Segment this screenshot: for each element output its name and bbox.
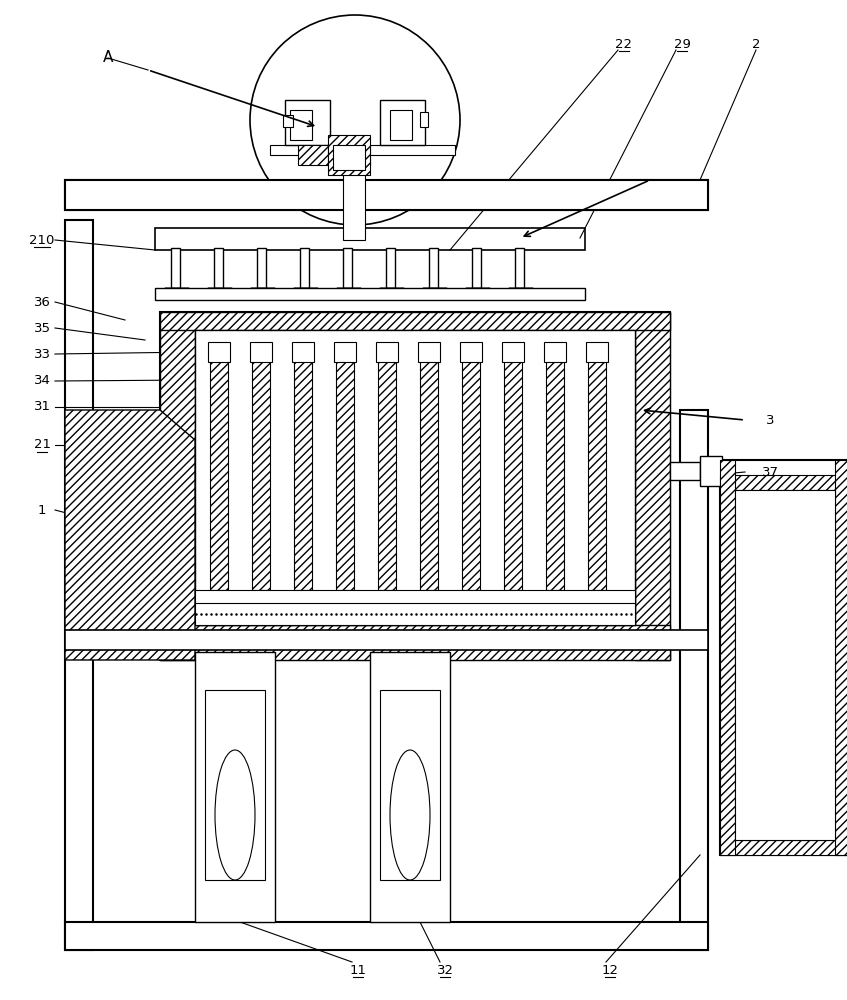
Bar (328, 135, 370, 175)
Bar (65, 220, 93, 950)
Bar (586, 342, 608, 362)
Bar (386, 248, 395, 288)
Text: 11: 11 (350, 964, 367, 976)
Bar (502, 342, 524, 362)
Bar (429, 248, 438, 288)
Polygon shape (65, 410, 195, 660)
Bar (376, 342, 398, 362)
Polygon shape (720, 475, 847, 490)
Bar (380, 690, 440, 880)
Ellipse shape (390, 750, 430, 880)
Polygon shape (466, 288, 490, 300)
Bar (720, 460, 847, 855)
Bar (205, 690, 265, 880)
Bar (343, 150, 365, 240)
Bar (195, 603, 635, 625)
Bar (460, 342, 482, 362)
Bar (195, 590, 635, 604)
Bar (334, 342, 356, 362)
Bar (546, 360, 564, 590)
Text: 1: 1 (38, 504, 47, 516)
Polygon shape (337, 288, 361, 300)
Bar (472, 248, 481, 288)
Bar (65, 630, 708, 650)
Bar (420, 112, 428, 127)
Text: A: A (102, 50, 113, 66)
Bar (285, 100, 330, 145)
Bar (300, 248, 309, 288)
Bar (252, 360, 270, 590)
Ellipse shape (215, 750, 255, 880)
Bar (544, 342, 566, 362)
Bar (380, 100, 425, 145)
Bar (336, 360, 354, 590)
Polygon shape (294, 288, 318, 300)
Text: 32: 32 (436, 964, 453, 976)
Text: 35: 35 (34, 322, 51, 334)
Bar (160, 312, 670, 660)
Bar (504, 360, 522, 590)
Bar (462, 360, 480, 590)
Bar (171, 248, 180, 288)
Bar (155, 288, 585, 300)
Polygon shape (160, 625, 670, 660)
Bar (333, 145, 365, 170)
Bar (290, 110, 312, 140)
Bar (195, 652, 275, 922)
Text: 3: 3 (766, 414, 774, 426)
Polygon shape (835, 460, 847, 855)
Bar (208, 342, 230, 362)
Bar (670, 462, 700, 480)
Bar (378, 360, 396, 590)
Text: 12: 12 (601, 964, 618, 976)
Bar (283, 115, 293, 127)
Bar (270, 145, 455, 155)
Bar (735, 490, 835, 840)
Polygon shape (165, 288, 189, 300)
Polygon shape (720, 840, 847, 855)
Bar (65, 180, 708, 210)
Bar (515, 248, 524, 288)
Bar (155, 228, 585, 250)
Bar (292, 342, 314, 362)
Polygon shape (251, 288, 275, 300)
Polygon shape (298, 145, 328, 165)
Text: 2: 2 (752, 37, 761, 50)
Polygon shape (720, 460, 735, 855)
Text: 29: 29 (673, 37, 690, 50)
Bar (257, 248, 266, 288)
Bar (214, 248, 223, 288)
Text: 21: 21 (34, 438, 51, 452)
Polygon shape (380, 288, 404, 300)
Polygon shape (635, 312, 670, 660)
Bar (294, 360, 312, 590)
Bar (65, 922, 708, 950)
Circle shape (250, 15, 460, 225)
Polygon shape (160, 312, 670, 330)
Bar (588, 360, 606, 590)
Bar (700, 456, 722, 486)
Polygon shape (423, 288, 447, 300)
Polygon shape (340, 145, 370, 165)
Text: 36: 36 (34, 296, 51, 308)
Polygon shape (160, 312, 195, 660)
Text: 33: 33 (34, 348, 51, 360)
Bar (680, 410, 708, 950)
Text: 34: 34 (34, 374, 51, 387)
Polygon shape (509, 288, 533, 300)
Text: 210: 210 (30, 233, 55, 246)
Bar (250, 342, 272, 362)
Bar (195, 330, 635, 625)
Text: 22: 22 (616, 37, 633, 50)
Bar (370, 652, 450, 922)
Bar (343, 248, 352, 288)
Bar (420, 360, 438, 590)
Bar (418, 342, 440, 362)
Bar (390, 110, 412, 140)
Bar (210, 360, 228, 590)
Polygon shape (208, 288, 232, 300)
Bar (65, 180, 708, 210)
Text: 31: 31 (34, 400, 51, 414)
Text: 37: 37 (761, 466, 778, 479)
